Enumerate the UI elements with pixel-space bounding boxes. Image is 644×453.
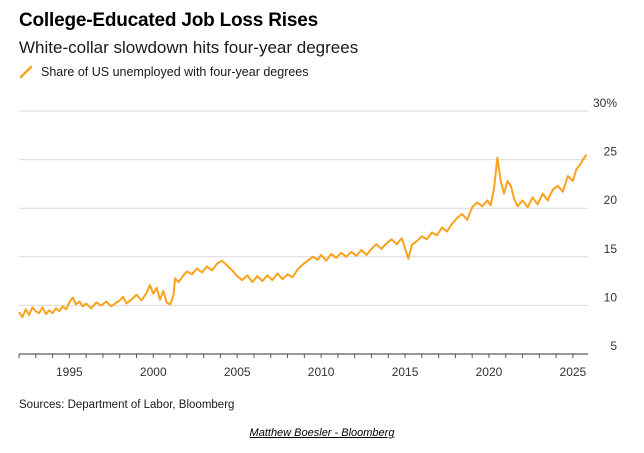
chart-title: College-Educated Job Loss Rises (19, 10, 318, 31)
x-tick-label: 1995 (56, 365, 83, 379)
y-tick-label: 10 (604, 290, 618, 304)
series-layer (18, 154, 588, 319)
x-tick-label: 2000 (140, 365, 167, 379)
x-tick-label: 2015 (392, 365, 419, 379)
grid-lines (19, 110, 588, 355)
legend-line-icon (19, 65, 33, 79)
y-axis-ticks: 5 10 15 20 25 30% (593, 96, 617, 353)
x-tick-label: 2005 (224, 365, 251, 379)
x-tick-label: 2025 (560, 365, 587, 379)
credit-link[interactable]: Matthew Boesler - Bloomberg (249, 427, 395, 439)
y-tick-label: 30% (593, 96, 617, 110)
chart-subtitle: White-collar slowdown hits four-year deg… (19, 38, 359, 57)
legend-label: Share of US unemployed with four-year de… (41, 65, 309, 79)
series-line-0 (18, 154, 588, 319)
y-tick-label: 20 (604, 193, 618, 207)
y-tick-label: 15 (604, 242, 618, 256)
legend: Share of US unemployed with four-year de… (19, 65, 309, 79)
y-tick-label: 25 (604, 145, 618, 159)
x-tick-label: 2020 (476, 365, 503, 379)
x-axis: 1995 2000 2005 2010 2015 2020 2025 (18, 353, 588, 379)
source-note: Sources: Department of Labor, Bloomberg (19, 399, 235, 411)
y-tick-label: 5 (610, 339, 617, 353)
x-tick-label: 2010 (308, 365, 335, 379)
